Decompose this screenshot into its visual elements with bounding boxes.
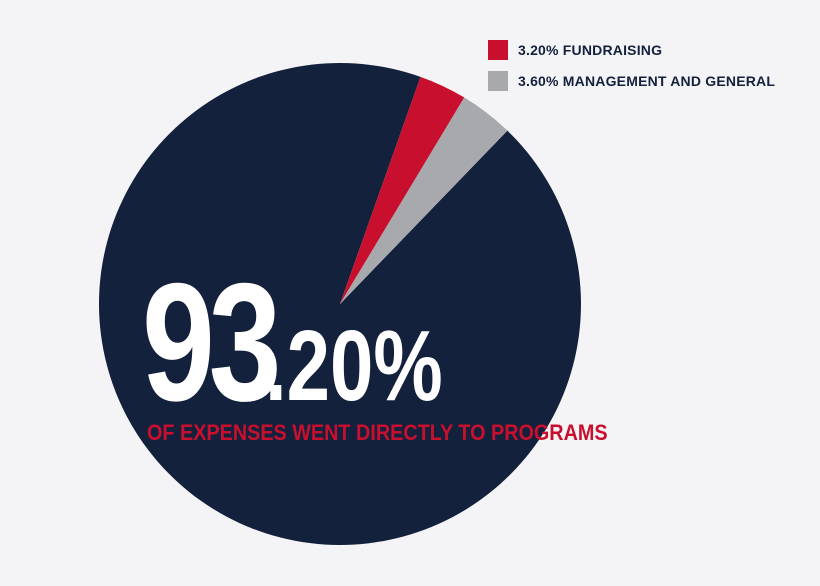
legend-label-management: 3.60% MANAGEMENT AND GENERAL xyxy=(518,73,775,89)
legend-label-fundraising: 3.20% FUNDRAISING xyxy=(518,42,662,58)
headline-decimal: .20% xyxy=(265,316,443,416)
headline-percentage: 93.20% xyxy=(142,258,493,426)
legend: 3.20% FUNDRAISING 3.60% MANAGEMENT AND G… xyxy=(488,40,775,102)
headline-caption: OF EXPENSES WENT DIRECTLY TO PROGRAMS xyxy=(147,420,608,446)
legend-swatch-fundraising xyxy=(488,40,508,60)
headline-integer: 93 xyxy=(142,258,275,426)
legend-swatch-management xyxy=(488,71,508,91)
legend-item-fundraising: 3.20% FUNDRAISING xyxy=(488,40,775,60)
legend-item-management: 3.60% MANAGEMENT AND GENERAL xyxy=(488,71,775,91)
